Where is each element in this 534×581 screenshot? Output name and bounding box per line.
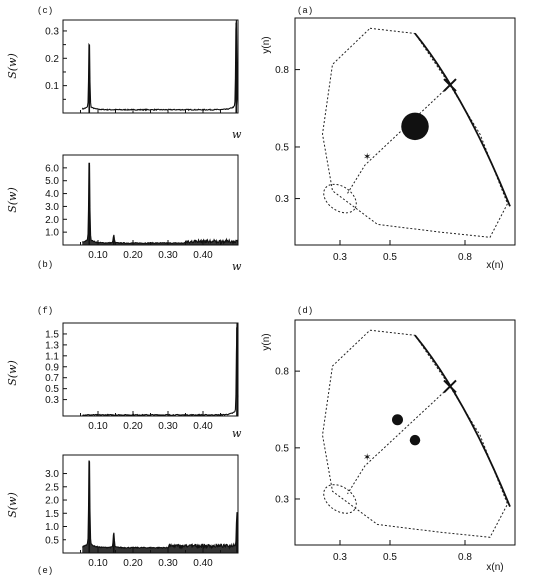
plot-frame	[62, 322, 239, 417]
x-tick-label: 0.10	[88, 558, 108, 569]
small-loop	[323, 183, 357, 214]
chaotic-blob	[409, 434, 421, 446]
y-tick-label: 0.8	[275, 65, 289, 76]
y-tick-label: 0.5	[45, 384, 59, 395]
x-tick-label: 0.20	[123, 250, 143, 261]
y-tick-label: 0.5	[45, 535, 59, 546]
plot-frame	[294, 319, 516, 546]
inner-orbit	[347, 386, 451, 495]
x-tick-label: 0.40	[193, 250, 213, 261]
unstable-manifold	[414, 32, 511, 207]
y-tick-label: 0.3	[275, 194, 289, 205]
x-tick-label: 0.8	[458, 552, 472, 563]
x-tick-label: 0.30	[158, 558, 178, 569]
plot-frame	[294, 17, 516, 246]
chaotic-blob	[401, 112, 429, 141]
x-tick-label: 0.3	[333, 252, 347, 263]
spectrum-line	[81, 163, 239, 245]
y-tick-label: 5.0	[45, 176, 59, 187]
y-tick-label: 6.0	[45, 163, 59, 174]
y-tick-label: 0.1	[45, 81, 59, 92]
y-tick-label: 2.0	[45, 215, 59, 226]
panel-c: 0.1 0.2 0.3	[45, 19, 239, 114]
small-loop	[323, 484, 357, 514]
panel-label: (b)	[37, 260, 53, 270]
y-tick-label: 1.0	[45, 228, 59, 239]
y-tick-label: 0.8	[275, 367, 289, 378]
y-tick-label: 0.5	[275, 142, 289, 153]
x-axis-label: w	[232, 128, 242, 141]
x-tick-label: 0.40	[193, 421, 213, 432]
panel-d: 0.3 0.5 0.8 0.3 0.5 0.8 ✶	[275, 319, 516, 563]
panel-label: (f)	[37, 306, 53, 316]
y-tick-label: 4.0	[45, 189, 59, 200]
x-tick-label: 0.20	[123, 558, 143, 569]
y-tick-label: 3.0	[45, 469, 59, 480]
x-tick-label: 0.5	[383, 552, 397, 563]
y-tick-label: 2.5	[45, 482, 59, 493]
y-tick-label: 1.5	[45, 509, 59, 520]
saddle-mark: ✶	[363, 453, 371, 464]
y-tick-label: 1.3	[45, 340, 59, 351]
panel-label: (e)	[37, 566, 53, 576]
x-axis-label: w	[232, 427, 242, 440]
fixed-point-marker	[443, 78, 457, 92]
spectrum-fill	[82, 164, 238, 245]
x-axis-label: x(n)	[486, 562, 503, 573]
inner-orbit	[347, 84, 451, 194]
y-axis-label: y(n)	[261, 36, 272, 53]
panel-label: (a)	[297, 6, 313, 16]
spectrum-line	[82, 322, 239, 417]
panel-b: 1.0 2.0 3.0 4.0 5.0 6.0 0.10 0.20 0.30 0.40	[45, 154, 239, 261]
y-tick-label: 0.3	[45, 26, 59, 37]
x-tick-label: 0.10	[88, 250, 108, 261]
y-axis-label: S(w)	[6, 492, 19, 518]
x-tick-label: 0.20	[123, 421, 143, 432]
x-tick-label: 0.40	[193, 558, 213, 569]
x-tick-label: 0.3	[333, 552, 347, 563]
x-tick-label: 0.30	[158, 250, 178, 261]
x-tick-label: 0.10	[88, 421, 108, 432]
panel-e: 1.0 1.5 2.0 2.5 3.0 0.5 0.10 0.20 0.30 0.40	[45, 454, 239, 569]
panel-a: 0.3 0.5 0.8 0.3 0.5 0.8 ✶	[275, 17, 516, 263]
outer-orbit	[321, 329, 509, 538]
y-axis-label: S(w)	[6, 360, 19, 386]
unstable-manifold	[414, 334, 511, 507]
y-tick-label: 1.5	[45, 329, 59, 340]
chaotic-blob	[392, 414, 403, 426]
y-tick-label: 0.2	[45, 54, 59, 65]
x-axis-label: w	[232, 260, 242, 273]
y-tick-label: 1.0	[45, 522, 59, 533]
y-tick-label: 3.0	[45, 202, 59, 213]
y-tick-label: 0.7	[45, 373, 59, 384]
x-tick-label: 0.8	[458, 252, 472, 263]
x-axis-label: x(n)	[486, 260, 503, 271]
y-tick-label: 2.0	[45, 496, 59, 507]
x-tick-label: 0.30	[158, 421, 178, 432]
spectrum-fill	[82, 460, 238, 553]
y-axis-label: S(w)	[6, 187, 19, 213]
y-tick-label: 1.1	[45, 351, 59, 362]
x-tick-label: 0.5	[383, 252, 397, 263]
panel-label: (c)	[37, 6, 53, 16]
panel-f: 0.30.50.70.91.11.31.5 0.10 0.20 0.30 0.40	[45, 322, 239, 432]
spectrum-line	[82, 460, 239, 550]
y-tick-label: 0.9	[45, 362, 59, 373]
y-axis-label: S(w)	[6, 53, 19, 79]
panel-label: (d)	[297, 306, 313, 316]
spectrum-line	[81, 19, 239, 112]
outer-orbit	[321, 27, 509, 238]
y-axis-label: y(n)	[261, 333, 272, 350]
y-tick-label: 0.5	[275, 443, 289, 454]
saddle-mark: ✶	[363, 152, 371, 163]
fixed-point-marker	[443, 379, 457, 394]
y-tick-label: 0.3	[45, 395, 59, 406]
y-tick-label: 0.3	[275, 494, 289, 505]
